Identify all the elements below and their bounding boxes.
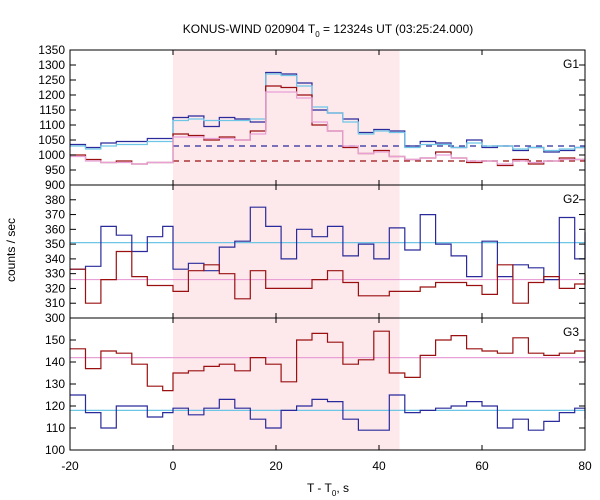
- x-tick-label: 20: [269, 459, 283, 473]
- y-tick-label: 120: [45, 399, 65, 413]
- y-tick-label: 340: [45, 252, 65, 266]
- shaded-interval: [173, 50, 400, 450]
- y-tick-label: 310: [45, 296, 65, 310]
- x-axis-label: T - T0, s: [307, 481, 349, 498]
- y-tick-label: 1000: [38, 148, 65, 162]
- panel-lines: [70, 330, 586, 431]
- y-tick-label: 900: [45, 178, 65, 192]
- y-tick-label: 110: [46, 421, 65, 435]
- y-tick-label: 1150: [39, 103, 65, 117]
- y-tick-label: 350: [45, 237, 65, 251]
- y-tick-label: 140: [45, 355, 65, 369]
- x-tick-label: 0: [170, 459, 177, 473]
- y-tick-label: 1250: [38, 73, 65, 87]
- y-tick-label: 320: [45, 281, 65, 295]
- x-tick-label: -20: [61, 459, 79, 473]
- y-tick-label: 130: [45, 377, 65, 391]
- y-tick-label: 370: [45, 208, 65, 222]
- y-tick-label: 360: [45, 222, 65, 236]
- y-tick-label: 1350: [38, 43, 65, 57]
- panel-label: G2: [563, 192, 579, 206]
- series-red-g3: [70, 330, 586, 392]
- panel-lines: [70, 206, 586, 304]
- series-blue-g2: [70, 206, 586, 281]
- y-tick-label: 1050: [38, 133, 65, 147]
- y-tick-label: 950: [45, 163, 65, 177]
- y-tick-label: 1300: [38, 58, 65, 72]
- series-blue-g3: [70, 394, 586, 431]
- y-tick-label: 100: [45, 443, 65, 457]
- series-red-g2: [70, 250, 586, 304]
- y-tick-label: 150: [45, 333, 65, 347]
- panel-lines: [70, 71, 585, 167]
- y-tick-label: 1100: [39, 118, 65, 132]
- y-tick-label: 380: [45, 193, 65, 207]
- chart-title: KONUS-WIND 020904 T0 = 12324s UT (03:25:…: [183, 22, 474, 39]
- y-tick-label: 300: [45, 311, 65, 325]
- y-tick-label: 1200: [38, 88, 65, 102]
- series-pink-g1: [70, 91, 585, 165]
- panel-g3: 100 110 120 130 140 150 G3: [45, 317, 586, 457]
- y-tick-label: 330: [45, 267, 65, 281]
- panel-label: G3: [563, 325, 579, 339]
- x-tick-label: 40: [372, 459, 386, 473]
- x-tick-label: 60: [475, 459, 489, 473]
- panel-label: G1: [563, 57, 579, 71]
- plot-area: 90095010001050110011501200125013001350G1…: [38, 43, 592, 473]
- y-axis-label: counts / sec: [4, 218, 18, 282]
- x-tick-label: 80: [578, 459, 592, 473]
